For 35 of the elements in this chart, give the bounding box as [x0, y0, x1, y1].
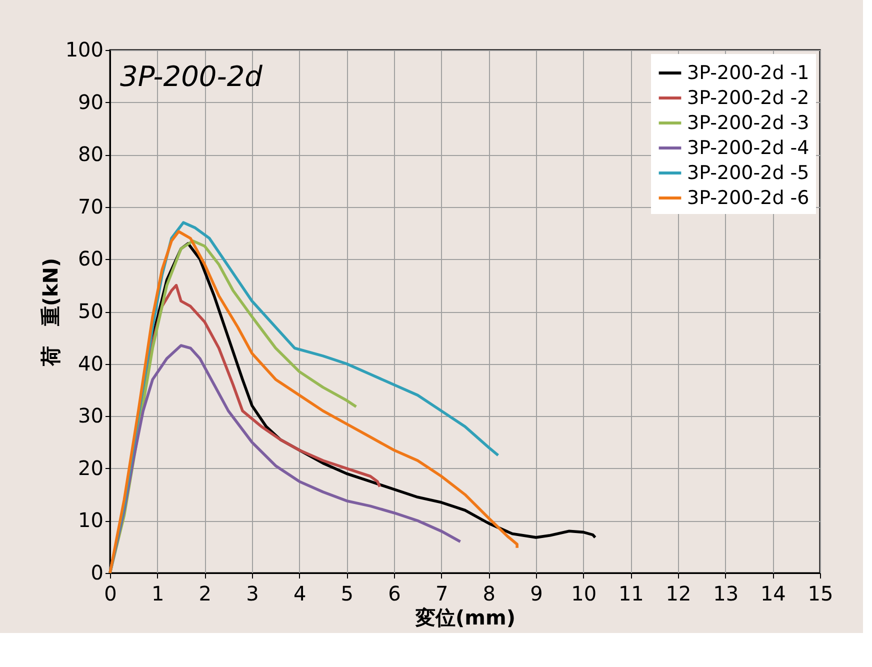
y-tick-label: 10: [78, 508, 104, 532]
x-tick-label: 12: [666, 582, 692, 606]
legend-label: 3P-200-2d -1: [687, 62, 810, 84]
legend-label: 3P-200-2d -6: [687, 187, 810, 209]
y-tick-label: 60: [78, 246, 104, 271]
legend-label: 3P-200-2d -5: [687, 162, 810, 184]
y-tick-label: 50: [78, 299, 104, 323]
x-tick-label: 6: [388, 582, 401, 606]
y-tick-label: 100: [65, 38, 104, 62]
y-tick-label: 90: [78, 90, 104, 114]
x-tick-label: 11: [618, 582, 644, 606]
y-tick-label: 0: [90, 560, 104, 584]
y-tick-label: 80: [78, 142, 104, 166]
x-tick-label: 9: [530, 582, 543, 606]
x-tick-label: 3: [246, 582, 259, 606]
x-tick-label: 2: [198, 582, 212, 606]
y-tick-label: 20: [78, 456, 104, 480]
x-tick-label: 13: [713, 582, 739, 606]
x-axis-title: 変位(mm): [414, 606, 516, 630]
x-tick-label: 1: [151, 582, 164, 606]
y-tick-label: 40: [78, 351, 104, 376]
legend-label: 3P-200-2d -4: [687, 137, 810, 159]
y-axis-title: 荷 重(kN): [38, 258, 62, 368]
y-tick-label: 30: [78, 404, 104, 428]
x-tick-label: 4: [293, 582, 306, 606]
x-tick-label: 15: [808, 582, 834, 606]
x-tick-label: 8: [482, 582, 496, 606]
x-tick-label: 14: [760, 582, 786, 606]
legend-label: 3P-200-2d -2: [687, 87, 810, 109]
legend-label: 3P-200-2d -3: [687, 112, 810, 134]
x-tick-label: 7: [435, 582, 448, 606]
x-tick-label: 10: [571, 582, 597, 606]
x-tick-label: 5: [340, 582, 354, 606]
annotation: 3P-200-2d: [120, 60, 263, 93]
y-tick-label: 70: [78, 194, 104, 218]
